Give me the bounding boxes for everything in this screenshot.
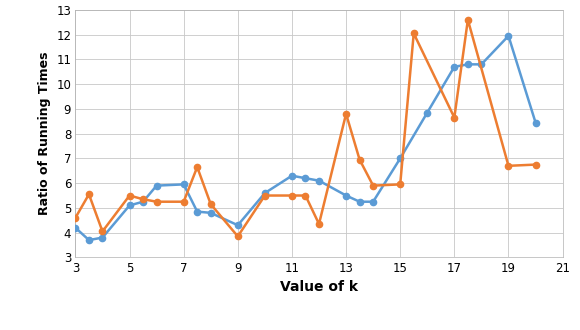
GENES [424,111,431,115]
MNIST [343,112,350,116]
MNIST [153,200,160,204]
MNIST [532,163,539,167]
Line: GENES: GENES [72,33,539,243]
GENES [126,203,133,208]
GENES [194,210,201,214]
MNIST [234,234,241,238]
GENES [478,62,485,66]
MNIST [302,193,309,197]
GENES [316,179,322,183]
Line: MNIST: MNIST [72,17,539,240]
MNIST [410,31,417,35]
GENES [505,34,512,38]
GENES [532,120,539,124]
MNIST [397,182,404,186]
MNIST [72,216,79,220]
MNIST [288,193,295,197]
GENES [207,211,214,215]
GENES [451,65,458,69]
GENES [99,236,106,240]
GENES [288,174,295,178]
GENES [302,176,309,180]
MNIST [505,164,512,168]
GENES [343,193,350,197]
MNIST [180,200,187,204]
MNIST [356,158,363,162]
MNIST [99,229,106,233]
GENES [465,62,472,66]
GENES [180,182,187,186]
GENES [369,200,376,204]
GENES [262,191,269,195]
MNIST [140,197,147,201]
MNIST [369,183,376,187]
GENES [85,238,92,242]
MNIST [262,193,269,197]
GENES [234,223,241,227]
MNIST [465,18,472,22]
GENES [397,156,404,160]
GENES [356,200,363,204]
GENES [153,183,160,187]
MNIST [316,222,322,226]
MNIST [451,115,458,119]
GENES [72,226,79,230]
MNIST [207,202,214,206]
MNIST [126,193,133,197]
Y-axis label: Ratio of Running Times: Ratio of Running Times [38,52,50,215]
GENES [140,200,147,204]
MNIST [194,165,201,169]
MNIST [85,192,92,196]
X-axis label: Value of k: Value of k [280,280,358,294]
